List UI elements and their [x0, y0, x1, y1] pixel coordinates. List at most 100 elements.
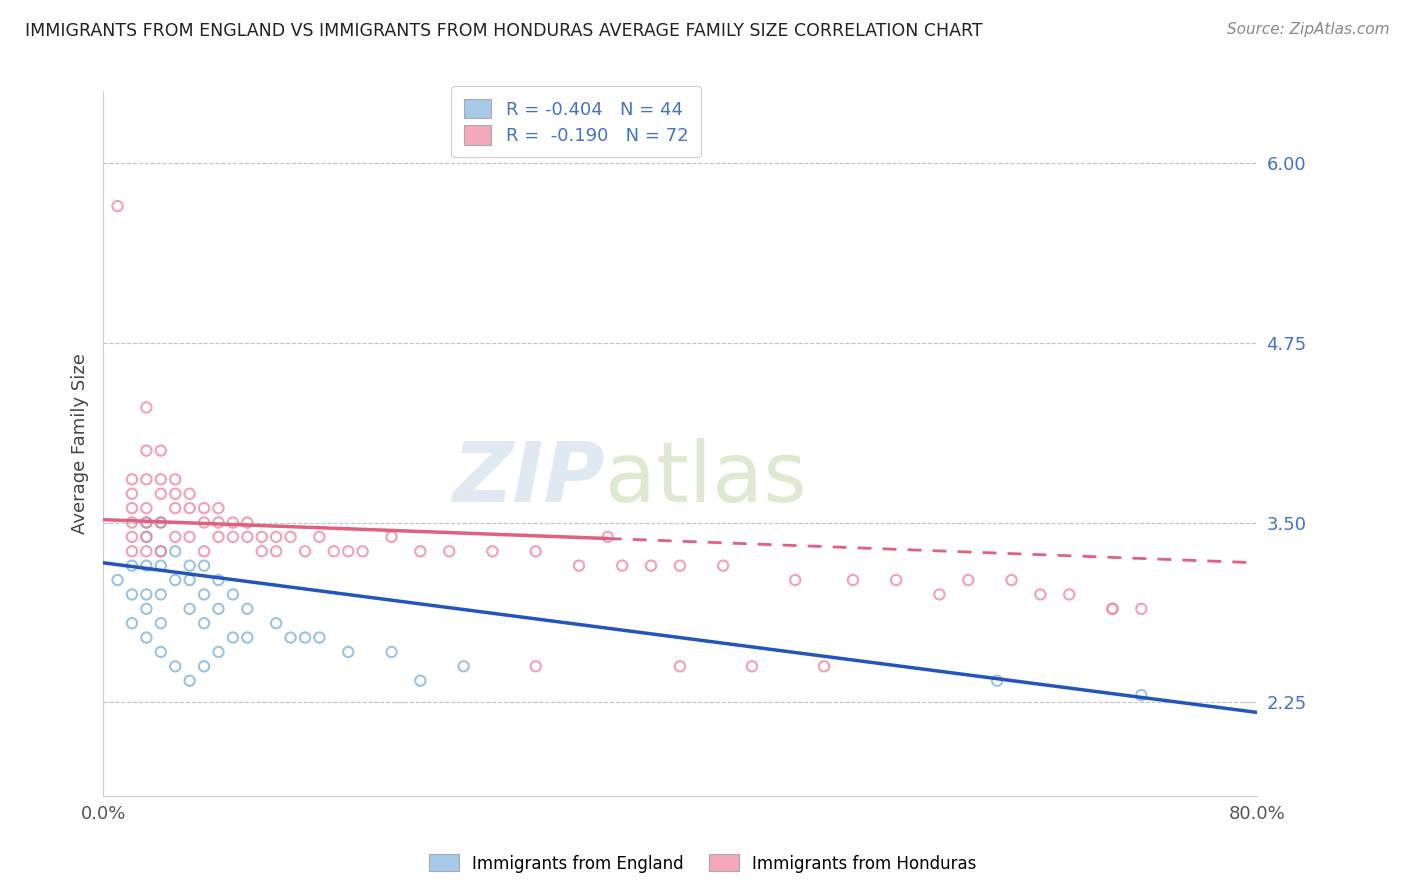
Point: [135, 472, 157, 486]
Point: [250, 544, 273, 558]
Point: [669, 558, 692, 573]
Point: [135, 516, 157, 530]
Point: [524, 659, 547, 673]
Text: ZIP: ZIP: [453, 438, 605, 519]
Point: [149, 616, 172, 631]
Point: [337, 645, 360, 659]
Point: [294, 631, 316, 645]
Point: [741, 659, 763, 673]
Point: [179, 602, 201, 616]
Point: [437, 544, 460, 558]
Point: [121, 472, 143, 486]
Point: [165, 487, 187, 501]
Point: [280, 530, 302, 544]
Point: [207, 573, 229, 587]
Point: [1130, 688, 1153, 702]
Point: [193, 544, 215, 558]
Point: [179, 558, 201, 573]
Point: [121, 558, 143, 573]
Point: [165, 573, 187, 587]
Point: [207, 501, 229, 516]
Point: [165, 530, 187, 544]
Point: [352, 544, 374, 558]
Point: [264, 530, 287, 544]
Text: Source: ZipAtlas.com: Source: ZipAtlas.com: [1226, 22, 1389, 37]
Point: [121, 587, 143, 601]
Point: [264, 616, 287, 631]
Point: [193, 558, 215, 573]
Point: [711, 558, 734, 573]
Point: [149, 587, 172, 601]
Point: [222, 631, 245, 645]
Point: [1130, 602, 1153, 616]
Point: [149, 516, 172, 530]
Point: [135, 530, 157, 544]
Point: [135, 544, 157, 558]
Point: [179, 530, 201, 544]
Point: [135, 516, 157, 530]
Point: [165, 544, 187, 558]
Point: [1029, 587, 1052, 601]
Point: [250, 530, 273, 544]
Point: [1101, 602, 1123, 616]
Point: [135, 530, 157, 544]
Point: [294, 544, 316, 558]
Point: [179, 573, 201, 587]
Point: [986, 673, 1008, 688]
Point: [409, 673, 432, 688]
Point: [957, 573, 980, 587]
Point: [222, 587, 245, 601]
Point: [612, 558, 634, 573]
Point: [337, 544, 360, 558]
Point: [813, 659, 835, 673]
Point: [149, 487, 172, 501]
Point: [280, 631, 302, 645]
Point: [121, 530, 143, 544]
Point: [207, 516, 229, 530]
Point: [149, 544, 172, 558]
Point: [236, 530, 259, 544]
Point: [669, 659, 692, 673]
Point: [121, 616, 143, 631]
Y-axis label: Average Family Size: Average Family Size: [72, 353, 89, 533]
Point: [481, 544, 503, 558]
Point: [380, 645, 402, 659]
Point: [1101, 602, 1123, 616]
Point: [149, 544, 172, 558]
Point: [193, 659, 215, 673]
Point: [193, 616, 215, 631]
Point: [640, 558, 662, 573]
Point: [107, 573, 129, 587]
Point: [236, 631, 259, 645]
Text: atlas: atlas: [605, 438, 807, 519]
Point: [322, 544, 344, 558]
Point: [135, 501, 157, 516]
Point: [107, 199, 129, 213]
Point: [207, 602, 229, 616]
Point: [165, 501, 187, 516]
Point: [121, 516, 143, 530]
Point: [149, 558, 172, 573]
Point: [207, 530, 229, 544]
Point: [121, 501, 143, 516]
Point: [135, 631, 157, 645]
Point: [1000, 573, 1022, 587]
Point: [193, 501, 215, 516]
Point: [236, 516, 259, 530]
Text: IMMIGRANTS FROM ENGLAND VS IMMIGRANTS FROM HONDURAS AVERAGE FAMILY SIZE CORRELAT: IMMIGRANTS FROM ENGLAND VS IMMIGRANTS FR…: [25, 22, 983, 40]
Point: [121, 544, 143, 558]
Point: [135, 401, 157, 415]
Point: [308, 530, 330, 544]
Point: [264, 544, 287, 558]
Point: [785, 573, 807, 587]
Point: [149, 645, 172, 659]
Point: [149, 472, 172, 486]
Point: [165, 472, 187, 486]
Point: [380, 530, 402, 544]
Point: [409, 544, 432, 558]
Point: [165, 659, 187, 673]
Point: [236, 602, 259, 616]
Point: [179, 487, 201, 501]
Legend: Immigrants from England, Immigrants from Honduras: Immigrants from England, Immigrants from…: [422, 847, 984, 880]
Point: [568, 558, 591, 573]
